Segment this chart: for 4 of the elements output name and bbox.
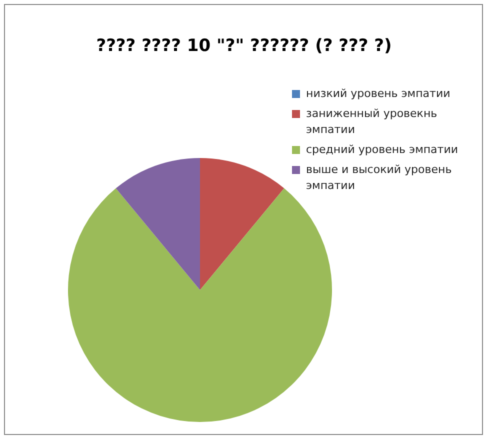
legend-label: средний уровень эмпатии: [306, 142, 458, 158]
legend-label: выше и высокий уровень эмпатии: [306, 162, 453, 194]
chart-title: ???? ???? 10 "?" ?????? (? ??? ?): [95, 36, 393, 56]
legend-label: низкий уровень эмпатии: [306, 86, 450, 102]
